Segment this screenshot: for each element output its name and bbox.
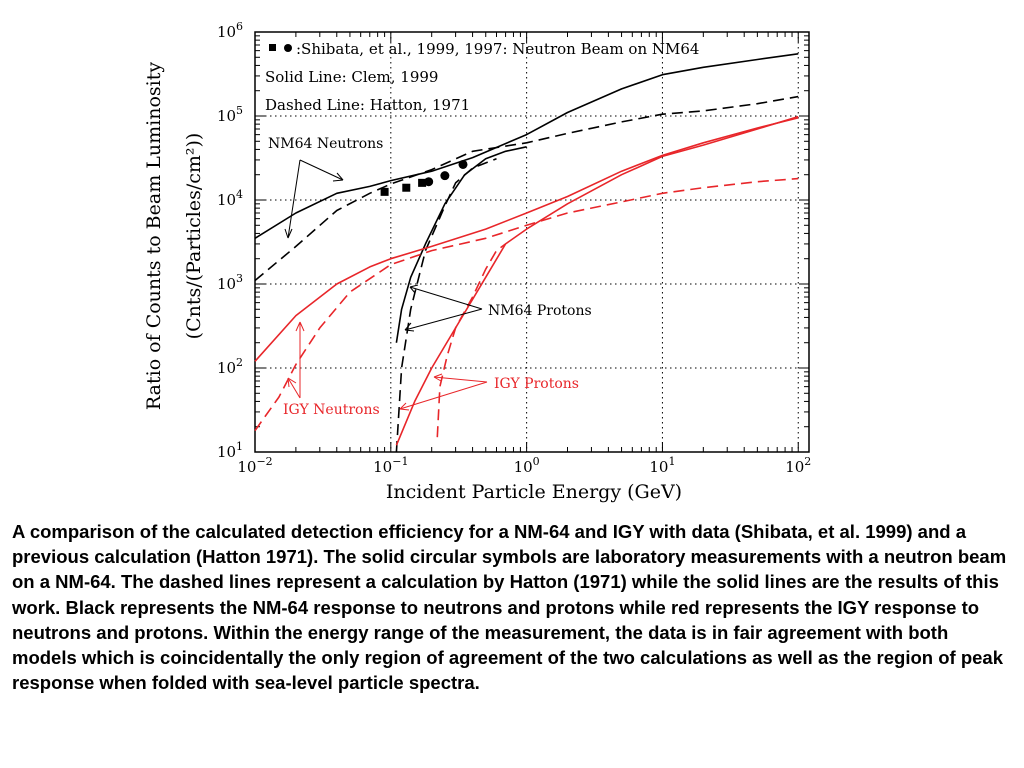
x-tick-label: 10−1 [373, 455, 408, 476]
series-line-7 [395, 115, 799, 446]
y-axis-label-line-1: Ratio of Counts to Beam Luminosity [143, 62, 165, 410]
legend-square-marker [269, 44, 276, 51]
annotations: NM64 Neutrons NM64 Protons IGY Protons I… [268, 136, 592, 418]
x-tick-label: 10−2 [237, 455, 272, 476]
series-line-2 [254, 95, 799, 282]
detection-efficiency-chart: 10−2 10−1 100 101 102 101 102 103 104 105 106 :Shi… [143, 20, 811, 503]
x-tick-label: 100 [514, 455, 540, 476]
data-marker-square [418, 178, 427, 187]
igy-neutrons-arrowhead-b [287, 377, 297, 388]
nm64-neutrons-arrowhead-a [332, 172, 344, 182]
series-line-8 [436, 243, 507, 438]
y-tick-label: 101 [217, 440, 243, 461]
igy-protons-arrowhead-a [433, 373, 443, 382]
y-axis-label-line-2: (Cnts/(Particles/cm²)) [183, 133, 205, 340]
nm64-protons-arrowhead-a [409, 284, 419, 294]
series-line-1 [254, 53, 799, 239]
igy-protons-arrow-b [399, 381, 488, 410]
legend-circle-marker [284, 44, 292, 52]
legend: :Shibata, et al., 1999, 1997: Neutron Be… [265, 40, 699, 114]
x-tick-label: 101 [649, 455, 675, 476]
y-tick-label: 105 [217, 104, 243, 125]
nm64-protons-label: NM64 Protons [488, 303, 592, 319]
x-axis-label: Incident Particle Energy (GeV) [386, 481, 682, 503]
series-line-4 [395, 157, 497, 453]
series-line-6 [254, 177, 799, 432]
nm64-protons-arrowhead-b [404, 322, 415, 332]
data-marker-circle [440, 171, 450, 181]
nm64-neutrons-arrowhead-b [284, 228, 293, 239]
nm64-protons-arrow-a [409, 286, 483, 310]
axis-ticks: 10−2 10−1 100 101 102 101 102 103 104 105 106 [217, 20, 811, 476]
nm64-protons-arrow-b [404, 308, 483, 331]
igy-protons-arrow-a [433, 376, 488, 383]
igy-protons-label: IGY Protons [494, 376, 579, 392]
series-lines [254, 53, 799, 453]
legend-line-3: Dashed Line: Hatton, 1971 [265, 96, 470, 114]
x-tick-label: 102 [785, 455, 811, 476]
legend-line-2: Solid Line: Clem, 1999 [265, 68, 438, 86]
y-tick-label: 102 [217, 356, 243, 377]
data-marker-square [380, 187, 389, 196]
data-marker-circle [458, 159, 468, 169]
data-marker-square [402, 183, 411, 192]
igy-neutrons-arrowhead-a [295, 321, 305, 332]
y-tick-label: 106 [217, 20, 243, 41]
data-marker-circle [424, 177, 434, 187]
nm64-neutrons-arrow-a [299, 159, 344, 181]
gridlines [255, 32, 809, 452]
legend-line-1: :Shibata, et al., 1999, 1997: Neutron Be… [296, 40, 699, 58]
figure-caption: A comparison of the calculated detection… [12, 521, 1007, 694]
igy-protons-arrowhead-b [399, 402, 410, 411]
nm64-neutrons-label: NM64 Neutrons [268, 136, 383, 152]
plot-frame [254, 31, 810, 453]
igy-neutrons-arrow-b [287, 377, 301, 399]
nm64-neutrons-arrow-b [287, 159, 301, 239]
igy-neutrons-label: IGY Neutrons [283, 402, 380, 418]
y-tick-label: 103 [217, 272, 243, 293]
series-line-5 [254, 117, 799, 362]
data-markers [380, 159, 468, 196]
y-tick-label: 104 [217, 188, 243, 209]
series-line-3 [395, 146, 527, 343]
